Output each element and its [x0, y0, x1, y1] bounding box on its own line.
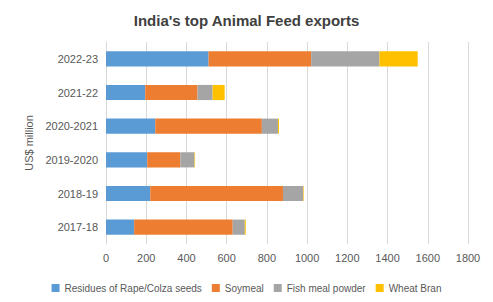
- svg-text:2020-2021: 2020-2021: [45, 120, 98, 132]
- svg-text:India's top Animal Feed export: India's top Animal Feed exports: [134, 12, 360, 29]
- svg-text:200: 200: [137, 252, 155, 264]
- svg-text:Soymeal: Soymeal: [225, 283, 264, 294]
- svg-text:2019-2020: 2019-2020: [45, 154, 98, 166]
- svg-text:2022-23: 2022-23: [58, 53, 98, 65]
- svg-text:600: 600: [217, 252, 235, 264]
- svg-text:1600: 1600: [416, 252, 440, 264]
- svg-text:US$ million: US$ million: [23, 115, 35, 171]
- svg-text:2017-18: 2017-18: [58, 221, 98, 233]
- svg-text:1000: 1000: [295, 252, 319, 264]
- svg-text:1400: 1400: [375, 252, 399, 264]
- svg-text:1200: 1200: [335, 252, 359, 264]
- svg-text:Fish meal powder: Fish meal powder: [287, 283, 367, 294]
- svg-text:800: 800: [258, 252, 276, 264]
- svg-text:1800: 1800: [456, 252, 480, 264]
- svg-text:Wheat Bran: Wheat Bran: [389, 283, 442, 294]
- svg-text:400: 400: [177, 252, 195, 264]
- svg-text:2018-19: 2018-19: [58, 188, 98, 200]
- svg-text:2021-22: 2021-22: [58, 87, 98, 99]
- svg-text:Residues of Rape/Colza seeds: Residues of Rape/Colza seeds: [65, 283, 202, 294]
- svg-text:0: 0: [103, 252, 109, 264]
